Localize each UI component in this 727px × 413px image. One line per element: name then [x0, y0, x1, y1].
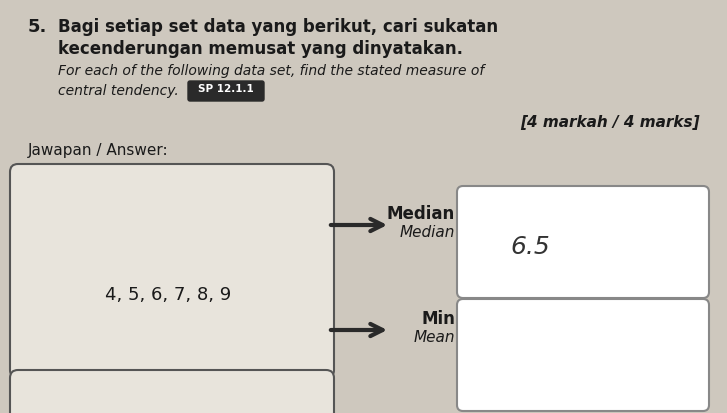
FancyBboxPatch shape — [10, 370, 334, 413]
Text: 5.: 5. — [28, 18, 47, 36]
Text: Median: Median — [387, 205, 455, 223]
Text: SP 12.1.1: SP 12.1.1 — [198, 84, 254, 94]
Text: 6.5: 6.5 — [510, 235, 550, 259]
Text: central tendency.: central tendency. — [58, 84, 188, 98]
Text: Mean: Mean — [414, 330, 455, 345]
Text: Bagi setiap set data yang berikut, cari sukatan: Bagi setiap set data yang berikut, cari … — [58, 18, 498, 36]
FancyBboxPatch shape — [10, 164, 334, 378]
Text: 4, 5, 6, 7, 8, 9: 4, 5, 6, 7, 8, 9 — [105, 286, 231, 304]
Text: kecenderungan memusat yang dinyatakan.: kecenderungan memusat yang dinyatakan. — [58, 40, 463, 58]
FancyBboxPatch shape — [457, 299, 709, 411]
Text: Jawapan / Answer:: Jawapan / Answer: — [28, 143, 169, 158]
Text: Min: Min — [421, 310, 455, 328]
FancyBboxPatch shape — [457, 186, 709, 298]
Text: Median: Median — [400, 225, 455, 240]
Text: [4 markah / 4 marks]: [4 markah / 4 marks] — [521, 115, 700, 130]
FancyBboxPatch shape — [188, 81, 264, 101]
Text: For each of the following data set, find the stated measure of: For each of the following data set, find… — [58, 64, 484, 78]
